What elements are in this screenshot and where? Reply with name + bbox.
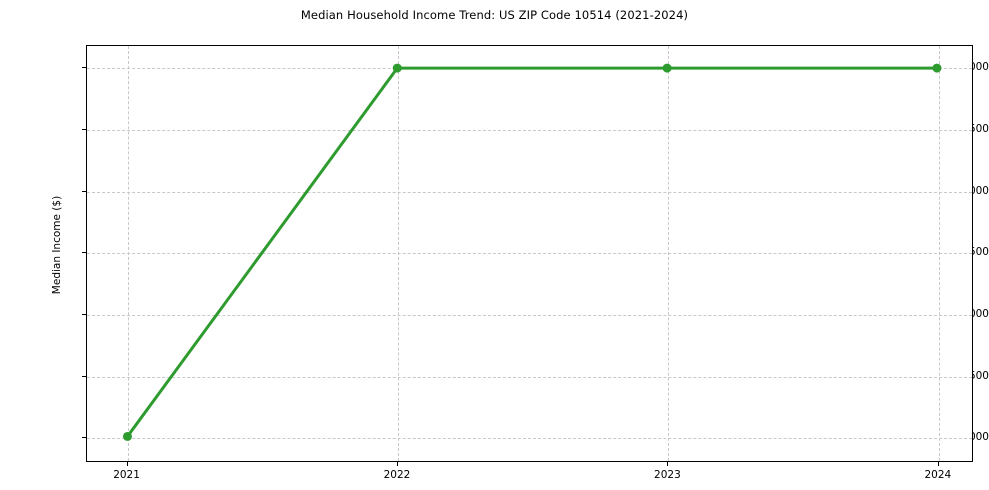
- gridline-horizontal: [87, 438, 972, 440]
- series-line: [125, 66, 939, 438]
- gridline-horizontal: [87, 253, 972, 255]
- y-axis-label: Median Income ($): [51, 195, 64, 295]
- gridline-horizontal: [87, 314, 972, 316]
- x-axis-tick-label: 2022: [383, 469, 411, 481]
- y-axis-tick-mark: [82, 313, 86, 315]
- gridline-vertical: [668, 46, 670, 461]
- plot-area: [86, 45, 973, 462]
- data-point-marker: [662, 63, 672, 73]
- chart-title: Median Household Income Trend: US ZIP Co…: [300, 8, 689, 22]
- x-axis-tick-mark: [937, 462, 939, 466]
- gridline-horizontal: [87, 129, 972, 131]
- data-series-layer: [122, 63, 942, 441]
- data-point-marker: [932, 63, 942, 73]
- x-axis-tick-label: 2024: [924, 469, 952, 481]
- x-axis-tick-mark: [667, 462, 669, 466]
- y-axis-tick-mark: [82, 437, 86, 439]
- y-axis-tick-mark: [82, 128, 86, 130]
- y-axis-tick-mark: [82, 375, 86, 377]
- gridline-vertical: [938, 46, 940, 461]
- y-axis-tick-mark: [82, 252, 86, 254]
- y-axis-label-container: Median Income ($): [0, 0, 63, 490]
- y-axis-tick-mark: [82, 190, 86, 192]
- gridline-horizontal: [87, 376, 972, 378]
- x-axis-tick-label: 2023: [654, 469, 681, 481]
- gridline-horizontal: [87, 191, 972, 193]
- data-point-marker: [392, 63, 402, 73]
- x-axis-tick-mark: [396, 462, 398, 466]
- x-axis-tick-mark: [126, 462, 128, 466]
- gridline-vertical: [397, 46, 399, 461]
- data-point-marker: [122, 431, 132, 441]
- gridline-vertical: [127, 46, 129, 461]
- y-axis-tick-mark: [82, 67, 86, 69]
- x-axis-tick-label: 2021: [113, 469, 140, 481]
